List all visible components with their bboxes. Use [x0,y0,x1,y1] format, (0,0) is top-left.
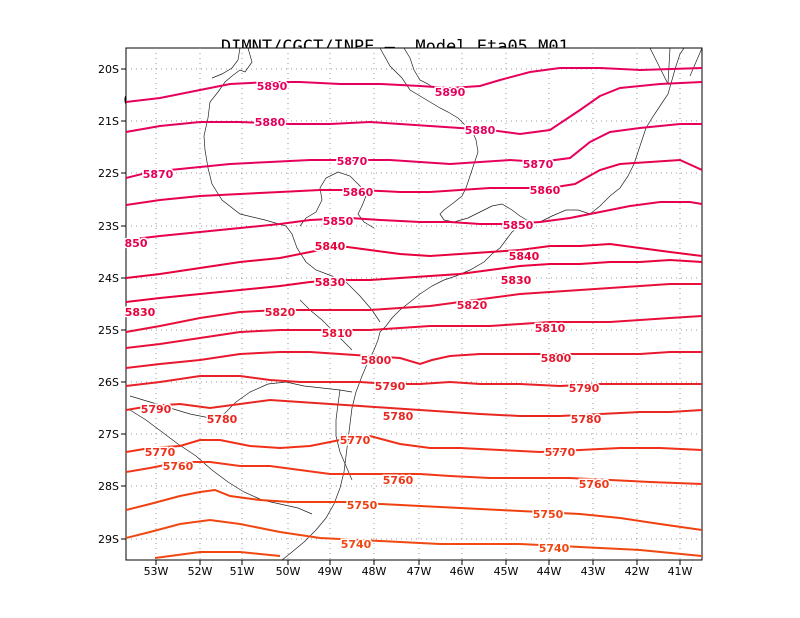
contour-5750 [126,488,702,531]
coastline-borders [129,48,702,560]
lat-label: 24S [98,272,119,285]
contour-label: 5860 [530,184,561,197]
lon-label: 46W [450,565,475,578]
lat-label: 22S [98,167,119,180]
contour-label: 5760 [579,478,610,491]
contour-label: 5780 [207,413,238,426]
longitude-labels: 53W 52W 51W 50W 49W 48W 47W 46W 45W 44W 43W 42W 41W [144,560,693,578]
contour-label: 5830 [315,276,346,289]
lon-label: 52W [188,565,213,578]
lon-label: 44W [537,565,562,578]
contour-label: 5850 [323,215,354,228]
contour-5820 [126,283,702,333]
contour-partial [154,551,281,559]
lat-label: 25S [98,324,119,337]
contour-label: 5830 [501,274,532,287]
lat-label: 23S [98,220,119,233]
lon-label: 51W [230,565,255,578]
contour-label: 5810 [322,327,353,340]
contour-label: 5780 [571,413,602,426]
contour-label: 5770 [145,446,176,459]
contour-label: 5780 [383,410,414,423]
lon-label: 45W [494,565,519,578]
contour-label: 5790 [375,380,406,393]
contour-label: 5880 [465,124,496,137]
contour-5840 [126,242,702,279]
contour-5890 [126,67,702,103]
lat-label: 26S [98,376,119,389]
contour-5860 [126,158,702,206]
contour-label: 5870 [143,168,174,181]
contour-label: 5790 [569,382,600,395]
contour-label: 5880 [255,116,286,129]
contour-5760 [126,461,702,485]
lat-label: 27S [98,428,119,441]
contour-label: 5820 [265,306,296,319]
lon-label: 47W [407,565,432,578]
lon-label: 43W [581,565,606,578]
lon-label: 50W [276,565,301,578]
contour-label: 5890 [435,86,466,99]
lon-label: 53W [144,565,169,578]
lat-lon-grid [126,48,702,560]
contour-5770 [126,434,702,454]
contour-label: 5770 [340,434,371,447]
contour-label: 5800 [361,354,392,367]
contour-label: 5840 [509,250,540,263]
contour-label: 5830 [125,306,156,319]
height-contours [126,67,702,559]
lon-label: 41W [668,565,693,578]
contour-label: 5870 [523,158,554,171]
lat-label: 28S [98,480,119,493]
lat-label: 21S [98,115,119,128]
contour-5790 [126,375,702,388]
contour-label: 5750 [347,499,378,512]
latitude-labels: 20S 21S 22S 23S 24S 25S 26S 27S 28S 29S [98,63,126,546]
lat-label: 20S [98,63,119,76]
contour-5870 [126,123,702,179]
contour-label: 5740 [341,538,372,551]
contour-5830 [126,258,702,303]
contour-label: 5800 [541,352,572,365]
contour-label: 5740 [539,542,570,555]
lon-label: 42W [625,565,650,578]
contour-label: 5870 [337,155,368,168]
contour-label: 5770 [545,446,576,459]
contour-label: 5750 [533,508,564,521]
contour-label: 850 [125,237,148,250]
contour-5780 [126,398,702,417]
contour-5810 [126,315,702,349]
contour-5880 [126,81,702,136]
contour-label: 5760 [383,474,414,487]
contour-label: 5760 [163,460,194,473]
contour-label: 5810 [535,322,566,335]
contour-label: 5890 [257,80,288,93]
contour-5850 [126,201,702,241]
lon-label: 49W [318,565,343,578]
contour-label: 5840 [315,240,346,253]
contour-5740 [126,518,702,557]
contour-label: 5850 [503,219,534,232]
lat-label: 29S [98,533,119,546]
contour-label: 5820 [457,299,488,312]
contour-5800 [126,351,702,369]
contour-labels: 5890 5890 5880 5880 5870 5870 5870 5860 5860 850 5… [123,79,611,557]
contour-label: 5860 [343,186,374,199]
contour-label: 5790 [141,403,172,416]
lon-label: 48W [362,565,387,578]
